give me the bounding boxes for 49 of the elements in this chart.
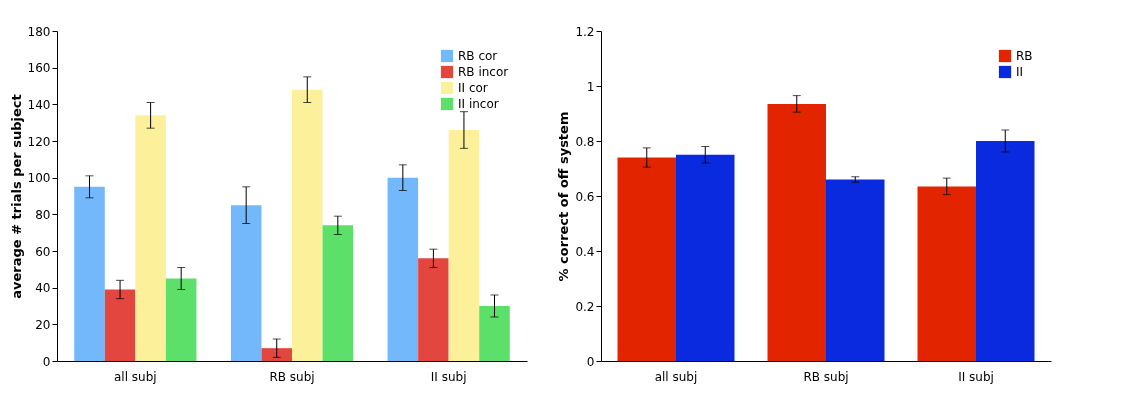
y-tick-label: 60 (35, 244, 51, 259)
y-tick-label: 120 (27, 134, 51, 149)
y-tick-label: 1 (586, 79, 595, 94)
bar (387, 177, 419, 361)
bar (165, 278, 197, 361)
x-tick-label: all subj (114, 369, 157, 384)
bar (448, 130, 480, 361)
y-axis-title: % correct of off system (556, 111, 572, 282)
legend-label: RB incor (458, 65, 509, 79)
x-tick-label: all subj (654, 369, 698, 384)
x-tick-label: RB subj (269, 369, 315, 384)
bar (826, 179, 885, 361)
bar (261, 348, 292, 361)
legend-label: RB (1016, 49, 1033, 63)
y-tick-label: 0.8 (575, 134, 595, 149)
y-tick-label: 1.2 (575, 24, 595, 39)
bar (104, 289, 136, 361)
y-tick-label: 0.2 (575, 299, 595, 314)
y-tick-label: 160 (27, 61, 51, 76)
y-axis-title: average # trials per subject (8, 94, 24, 299)
bar (676, 154, 735, 361)
y-tick-label: 40 (35, 281, 51, 296)
legend-label: RB cor (458, 49, 498, 63)
bar (976, 141, 1035, 361)
y-tick-label: 0 (586, 354, 595, 369)
y-tick-label: 20 (35, 317, 51, 332)
y-tick-label: 100 (27, 171, 51, 186)
y-tick-label: 0 (42, 354, 51, 369)
bar (917, 186, 976, 361)
y-tick-label: 0.4 (575, 244, 595, 259)
y-tick-label: 80 (35, 207, 51, 222)
bar (418, 258, 449, 361)
bar (617, 157, 676, 361)
bar (479, 306, 510, 361)
y-tick-label: 140 (27, 97, 51, 112)
legend-label: II cor (458, 81, 488, 95)
legend-label: II incor (458, 97, 499, 111)
bar (230, 205, 262, 361)
bar (74, 186, 105, 361)
bar (135, 115, 166, 361)
x-tick-label: II subj (430, 369, 467, 384)
bar (767, 103, 826, 361)
x-tick-label: RB subj (803, 369, 849, 384)
x-tick-label: II subj (958, 369, 994, 384)
legend-label: II (1016, 65, 1024, 79)
y-tick-label: 0.6 (575, 189, 595, 204)
y-tick-label: 180 (27, 24, 51, 39)
bar (292, 89, 323, 361)
bar (322, 225, 354, 361)
